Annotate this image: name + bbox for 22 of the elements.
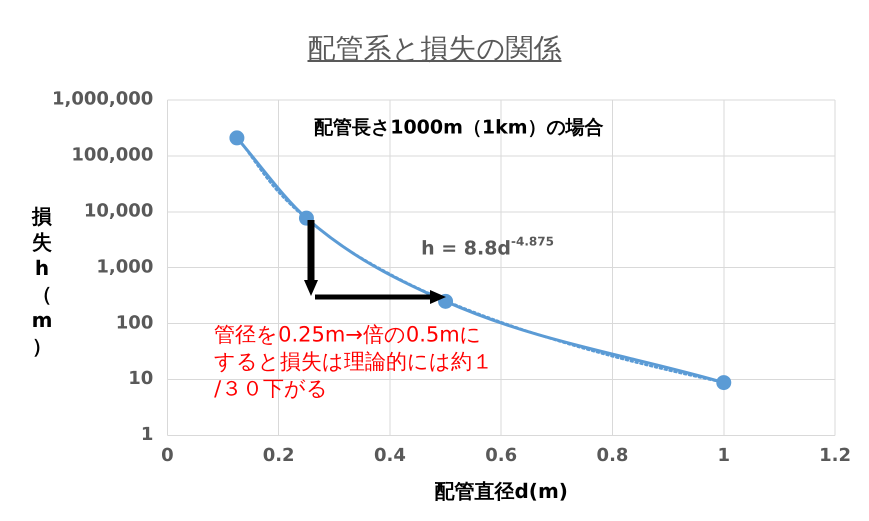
- y-tick-label: 1,000: [96, 256, 154, 278]
- annotation: 配管長さ1000m（1km）の場合: [314, 116, 604, 139]
- y-tick-label: 100: [116, 312, 154, 334]
- y-axis-title: 損失h（m）: [30, 203, 54, 359]
- x-tick-label: 0.6: [485, 444, 518, 466]
- point: [716, 375, 732, 390]
- x-tick-label: 1.2: [819, 444, 851, 466]
- y-tick-label: 100,000: [71, 144, 154, 166]
- chart-title: 配管系と損失の関係: [306, 31, 562, 67]
- point: [229, 130, 244, 146]
- x-tick-label: 0.8: [596, 444, 628, 466]
- y-tick-label: 10: [128, 368, 154, 390]
- x-tick-label: 0.2: [262, 444, 295, 466]
- y-tick-label: 1,000,000: [52, 88, 154, 110]
- x-axis-title: 配管直径d(m): [434, 479, 568, 504]
- x-tick-label: 1: [718, 444, 730, 466]
- annotation: 管径を0.25m→倍の0.5mにすると損失は理論的には約１/３０下がる: [214, 322, 494, 400]
- x-tick-label: 0: [161, 444, 174, 466]
- x-tick-label: 0.4: [374, 444, 406, 466]
- y-tick-label: 1: [140, 424, 154, 446]
- point: [438, 294, 454, 309]
- y-tick-label: 10,000: [84, 200, 154, 222]
